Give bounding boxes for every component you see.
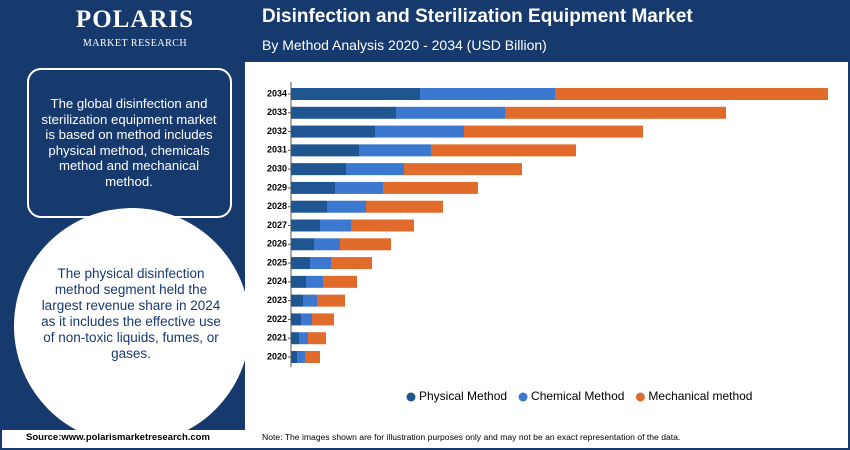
y-tick-label: 2020 bbox=[267, 351, 287, 361]
bar-segment bbox=[291, 219, 320, 232]
legend-marker bbox=[518, 392, 528, 402]
y-tick-label: 2029 bbox=[267, 182, 287, 192]
bar-segment bbox=[291, 144, 359, 157]
bar-segment bbox=[291, 313, 301, 326]
bar-segment bbox=[291, 88, 420, 100]
bar-segment bbox=[310, 257, 331, 270]
bar-segment bbox=[340, 238, 391, 251]
bar-segment bbox=[291, 351, 297, 363]
y-tick-label: 2024 bbox=[267, 276, 287, 286]
bar-segment bbox=[383, 181, 478, 194]
bar-segment bbox=[291, 163, 346, 176]
y-tick-label: 2034 bbox=[267, 88, 287, 98]
bar-segment bbox=[320, 219, 351, 232]
bar-segment bbox=[396, 106, 505, 119]
source: Source:www.polarismarketresearch.com bbox=[26, 432, 210, 443]
bar-segment bbox=[291, 257, 310, 270]
chart-title: Disinfection and Sterilization Equipment… bbox=[262, 6, 693, 27]
logo-name: POLARIS bbox=[75, 6, 195, 33]
bar-segment bbox=[301, 313, 312, 326]
bar-segment bbox=[314, 238, 340, 251]
logo-tagline: MARKET RESEARCH bbox=[82, 38, 188, 49]
y-tick-label: 2031 bbox=[267, 145, 287, 155]
y-tick-label: 2027 bbox=[267, 220, 287, 230]
bar-segment bbox=[308, 332, 326, 345]
bar-segment bbox=[291, 332, 299, 345]
bar-segment bbox=[555, 88, 828, 100]
bar-segment bbox=[317, 294, 345, 307]
legend-label: Chemical Method bbox=[531, 389, 624, 403]
bar-segment bbox=[505, 106, 726, 119]
y-tick-label: 2033 bbox=[267, 107, 287, 117]
bar-segment bbox=[331, 257, 372, 270]
y-tick-label: 2026 bbox=[267, 239, 287, 249]
bar-segment bbox=[291, 275, 306, 288]
bar-segment bbox=[303, 294, 317, 307]
bar-segment bbox=[291, 106, 396, 119]
bar-segment bbox=[366, 200, 443, 213]
bar-segment bbox=[306, 275, 323, 288]
bar-segment bbox=[299, 332, 308, 345]
bar-segment bbox=[291, 125, 375, 138]
bar-segment bbox=[323, 275, 357, 288]
legend-marker bbox=[406, 392, 416, 402]
legend-marker bbox=[635, 392, 645, 402]
bar-segment bbox=[305, 351, 320, 363]
summary-text: The global disinfection and sterilizatio… bbox=[41, 96, 217, 189]
y-tick-label: 2022 bbox=[267, 314, 287, 324]
bar-segment bbox=[346, 163, 404, 176]
bar-segment bbox=[359, 144, 431, 157]
highlight-text: The physical disinfection method segment… bbox=[41, 266, 221, 361]
bar-segment bbox=[327, 200, 366, 213]
bar-segment bbox=[297, 351, 305, 363]
y-tick-label: 2023 bbox=[267, 295, 287, 305]
y-tick-label: 2032 bbox=[267, 126, 287, 136]
chart: 2020 2021 2022 2023 2024 2025 2026 2027 2028 2029… bbox=[267, 82, 828, 403]
bar-segment bbox=[375, 125, 464, 138]
bar-segment bbox=[464, 125, 643, 138]
y-tick-label: 2025 bbox=[267, 257, 287, 267]
y-tick-label: 2028 bbox=[267, 201, 287, 211]
highlight-circle bbox=[14, 208, 250, 444]
bar-segment bbox=[420, 88, 555, 100]
bar-segment bbox=[404, 163, 522, 176]
y-tick-label: 2021 bbox=[267, 333, 287, 343]
bar-segment bbox=[291, 181, 335, 194]
legend-label: Physical Method bbox=[419, 389, 507, 403]
bar-segment bbox=[312, 313, 334, 326]
bar-segment bbox=[351, 219, 414, 232]
bar-segment bbox=[431, 144, 576, 157]
chart-subtitle: By Method Analysis 2020 - 2034 (USD Bill… bbox=[262, 37, 547, 53]
header bbox=[0, 0, 850, 62]
bar-segment bbox=[291, 238, 314, 251]
legend-label: Mechanical method bbox=[648, 389, 752, 403]
bar-segment bbox=[291, 200, 327, 213]
note: Note: The images shown are for illustrat… bbox=[262, 432, 681, 442]
y-tick-label: 2030 bbox=[267, 164, 287, 174]
bar-segment bbox=[291, 294, 303, 307]
bar-segment bbox=[335, 181, 383, 194]
